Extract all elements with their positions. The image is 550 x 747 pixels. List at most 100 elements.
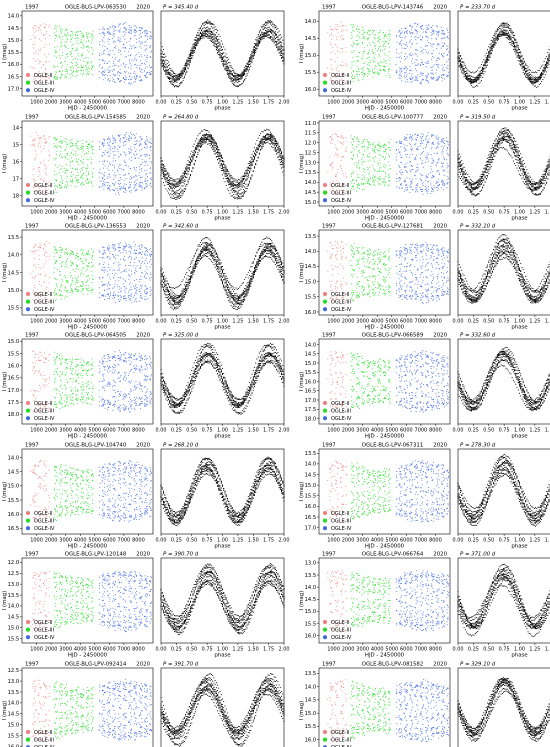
data-point bbox=[107, 63, 108, 64]
data-point bbox=[54, 77, 55, 78]
data-point bbox=[422, 79, 423, 80]
phase-point bbox=[192, 46, 193, 47]
data-point bbox=[115, 41, 116, 42]
data-point bbox=[32, 27, 33, 28]
phase-point bbox=[516, 55, 517, 56]
phase-point bbox=[473, 79, 474, 80]
data-point bbox=[56, 72, 57, 73]
phase-point bbox=[281, 44, 282, 45]
data-point bbox=[447, 75, 448, 76]
data-point bbox=[124, 27, 125, 28]
phase-point bbox=[492, 48, 493, 49]
data-point bbox=[76, 65, 77, 66]
data-point bbox=[421, 81, 422, 82]
phase-point bbox=[164, 70, 165, 71]
phase-point bbox=[240, 84, 241, 85]
data-point bbox=[125, 75, 126, 76]
data-point bbox=[358, 69, 359, 70]
phase-point bbox=[183, 67, 184, 68]
data-point bbox=[432, 70, 433, 71]
data-point bbox=[40, 50, 41, 51]
data-point bbox=[87, 69, 88, 70]
phase-point bbox=[267, 31, 268, 32]
data-point bbox=[49, 35, 50, 36]
data-point bbox=[379, 32, 380, 33]
legend-label: OGLE-II bbox=[331, 73, 350, 79]
data-point bbox=[430, 77, 431, 78]
data-point bbox=[121, 80, 122, 81]
data-point bbox=[383, 59, 384, 60]
data-point bbox=[401, 58, 402, 59]
data-point bbox=[420, 72, 421, 73]
data-point bbox=[76, 70, 77, 71]
phase-point bbox=[519, 63, 520, 64]
phase-point bbox=[196, 45, 197, 46]
phase-point bbox=[218, 34, 219, 35]
data-point bbox=[411, 36, 412, 37]
phase-point bbox=[272, 34, 273, 35]
phase-point bbox=[199, 34, 200, 35]
data-point bbox=[54, 40, 55, 41]
data-point bbox=[367, 39, 368, 40]
data-point bbox=[425, 49, 426, 50]
data-point bbox=[418, 37, 419, 38]
phase-point bbox=[266, 35, 267, 36]
phase-point bbox=[207, 35, 208, 36]
phase-point bbox=[502, 32, 503, 33]
data-point bbox=[385, 35, 386, 36]
y-tick-label: 16.0 bbox=[8, 62, 20, 68]
phase-point bbox=[489, 56, 490, 57]
data-point bbox=[119, 59, 120, 60]
data-point bbox=[114, 34, 115, 35]
phase-point bbox=[234, 72, 235, 73]
data-point bbox=[107, 49, 108, 50]
data-point bbox=[426, 66, 427, 67]
data-point bbox=[356, 74, 357, 75]
data-point bbox=[92, 74, 93, 75]
data-point bbox=[438, 44, 439, 45]
phase-point bbox=[504, 27, 505, 28]
phase-point bbox=[518, 57, 519, 58]
phase-point bbox=[280, 49, 281, 50]
phase-point bbox=[181, 70, 182, 71]
phase-point bbox=[208, 37, 209, 38]
data-point bbox=[71, 53, 72, 54]
data-point bbox=[108, 38, 109, 39]
phase-point bbox=[227, 69, 228, 70]
phase-point bbox=[190, 55, 191, 56]
phase-point bbox=[486, 62, 487, 63]
phase-point bbox=[180, 77, 181, 78]
phase-point bbox=[260, 30, 261, 31]
data-point bbox=[92, 40, 93, 41]
phase-point bbox=[232, 75, 233, 76]
data-point bbox=[137, 75, 138, 76]
phase-point bbox=[480, 77, 481, 78]
data-point bbox=[67, 53, 68, 54]
data-point bbox=[363, 67, 364, 68]
phase-point bbox=[270, 37, 271, 38]
phase-point bbox=[507, 26, 508, 27]
phase-point bbox=[519, 52, 520, 53]
data-point bbox=[388, 38, 389, 39]
data-point bbox=[421, 73, 422, 74]
data-point bbox=[446, 49, 447, 50]
phase-point bbox=[169, 64, 170, 65]
phase-point bbox=[528, 75, 529, 76]
phase-point bbox=[272, 39, 273, 40]
data-point bbox=[337, 57, 338, 58]
phase-point bbox=[174, 76, 175, 77]
data-point bbox=[109, 39, 110, 40]
data-point bbox=[60, 58, 61, 59]
phase-point bbox=[219, 55, 220, 56]
data-point bbox=[89, 73, 90, 74]
data-point bbox=[102, 40, 103, 41]
phase-point bbox=[221, 56, 222, 57]
data-point bbox=[415, 29, 416, 30]
phase-point bbox=[272, 24, 273, 25]
phase-point bbox=[539, 70, 540, 71]
data-point bbox=[129, 27, 130, 28]
phase-point bbox=[486, 65, 487, 66]
data-point bbox=[401, 40, 402, 41]
phase-point bbox=[259, 43, 260, 44]
data-point bbox=[71, 51, 72, 52]
